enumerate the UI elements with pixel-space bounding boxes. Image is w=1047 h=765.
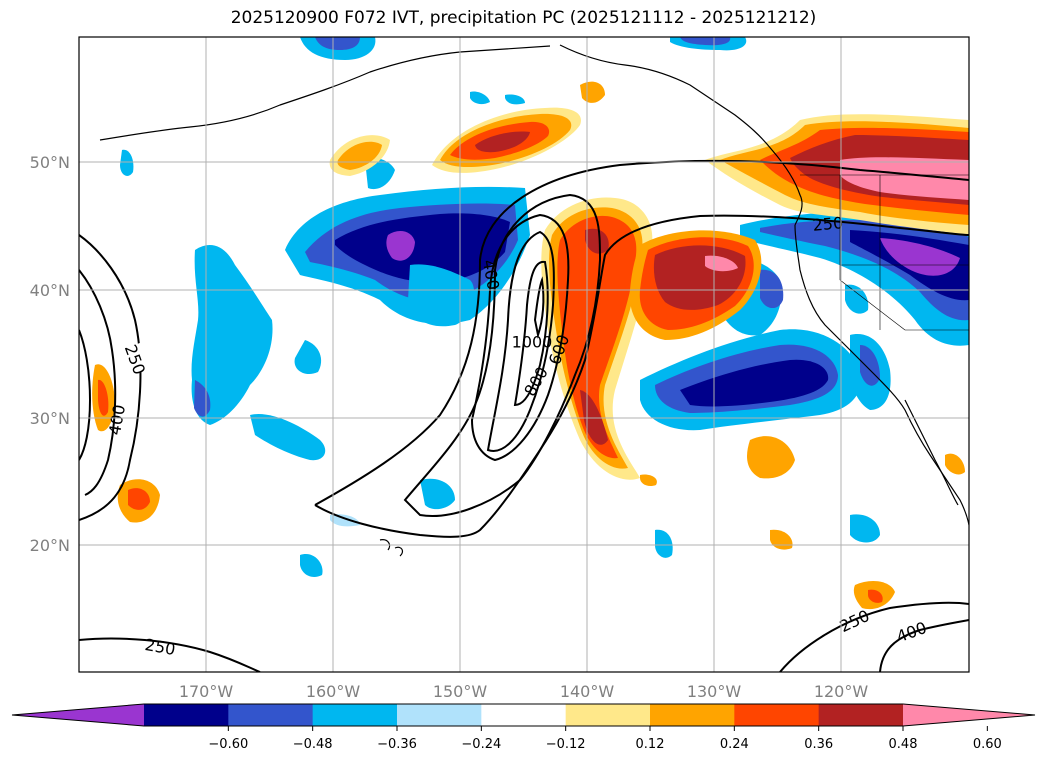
positive-anomaly-field bbox=[92, 81, 969, 610]
colorbar-segment bbox=[144, 704, 229, 726]
colorbar-segment bbox=[650, 704, 735, 726]
colorbar-extend-low bbox=[12, 704, 144, 726]
lat-label: 50°N bbox=[30, 153, 70, 172]
political-borders bbox=[800, 174, 969, 331]
lon-label: 130°W bbox=[687, 682, 742, 701]
colorbar-extend-high bbox=[903, 704, 1035, 726]
lat-label: 20°N bbox=[30, 536, 70, 555]
colorbar-tick-label: 0.60 bbox=[973, 737, 1002, 752]
map-plot-area: 250 400 250 400 1000 600 800 250 250 400 bbox=[79, 37, 969, 672]
colorbar-segment bbox=[818, 704, 904, 726]
graticule bbox=[79, 37, 969, 672]
coastlines bbox=[99, 44, 969, 557]
lat-label: 30°N bbox=[30, 409, 70, 428]
ivt-contours bbox=[79, 159, 969, 672]
colorbar-segment bbox=[397, 704, 482, 726]
lon-label: 170°W bbox=[179, 682, 234, 701]
colorbar-segment bbox=[481, 704, 567, 726]
lon-label: 140°W bbox=[560, 682, 615, 701]
colorbar-segment bbox=[228, 704, 314, 726]
colorbar-tick-label: −0.36 bbox=[377, 737, 417, 752]
contour-label: 1000 bbox=[512, 333, 553, 352]
lon-label: 160°W bbox=[306, 682, 361, 701]
lon-label: 120°W bbox=[814, 682, 869, 701]
colorbar-tick-label: 0.24 bbox=[720, 737, 749, 752]
colorbar-tick-label: 0.12 bbox=[636, 737, 665, 752]
colorbar-tick-label: 0.48 bbox=[889, 737, 918, 752]
lat-label: 40°N bbox=[30, 281, 70, 300]
lon-label: 150°W bbox=[433, 682, 488, 701]
colorbar: −0.60 −0.48 −0.36 −0.24 −0.12 0.12 0.24 0.36 0.4… bbox=[11, 703, 1036, 752]
colorbar-tick-label: −0.48 bbox=[293, 737, 333, 752]
colorbar-outline bbox=[11, 703, 1036, 727]
colorbar-tick-label: 0.36 bbox=[804, 737, 833, 752]
colorbar-segment bbox=[734, 704, 820, 726]
colorbar-tick-label: −0.12 bbox=[546, 737, 586, 752]
map-title: 2025120900 F072 IVT, precipitation PC (2… bbox=[230, 8, 817, 28]
colorbar-segment bbox=[565, 704, 651, 726]
colorbar-tick-label: −0.60 bbox=[208, 737, 248, 752]
longitude-labels: 170°W 160°W 150°W 140°W 130°W 120°W bbox=[179, 682, 869, 701]
colorbar-tick-label: −0.24 bbox=[461, 737, 501, 752]
colorbar-segment bbox=[312, 704, 398, 726]
latitude-labels: 50°N 40°N 30°N 20°N bbox=[30, 153, 70, 555]
contour-label: 250 bbox=[812, 213, 844, 235]
map-frame bbox=[78, 36, 970, 673]
